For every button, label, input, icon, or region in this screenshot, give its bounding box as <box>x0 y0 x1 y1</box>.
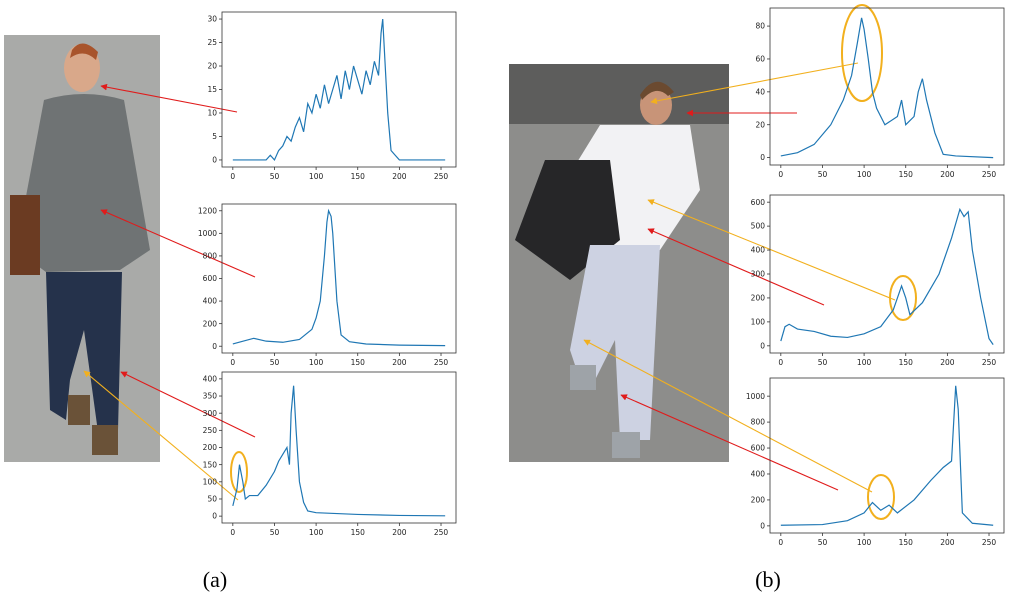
x-tick-label: 100 <box>857 358 872 367</box>
x-tick-label: 0 <box>230 358 235 367</box>
histogram-line <box>780 207 994 345</box>
y-tick-label: 200 <box>203 319 218 328</box>
y-tick-label: 10 <box>207 109 217 118</box>
photo-a <box>4 35 160 462</box>
annotations <box>83 4 917 520</box>
y-tick-label: 0 <box>760 521 765 530</box>
y-tick-label: 100 <box>203 477 218 486</box>
y-tick-label: 1200 <box>198 206 217 215</box>
x-tick-label: 150 <box>351 358 366 367</box>
y-tick-label: 0 <box>760 153 765 162</box>
x-tick-label: 0 <box>778 358 783 367</box>
histogram-line <box>232 208 446 347</box>
x-tick-label: 150 <box>351 172 366 181</box>
histogram-line <box>232 18 446 162</box>
x-tick-label: 50 <box>818 358 828 367</box>
y-tick-label: 250 <box>203 426 218 435</box>
x-tick-label: 50 <box>818 538 828 547</box>
y-tick-label: 400 <box>203 297 218 306</box>
x-tick-label: 100 <box>309 358 324 367</box>
axes-frame <box>769 7 1005 166</box>
x-tick-label: 100 <box>857 538 872 547</box>
y-tick-label: 1000 <box>198 229 217 238</box>
y-tick-label: 0 <box>760 341 765 350</box>
histogram-line <box>232 385 446 517</box>
y-tick-label: 60 <box>755 55 765 64</box>
x-tick-label: 200 <box>392 358 407 367</box>
x-tick-label: 100 <box>857 170 872 179</box>
caption: (a) <box>203 567 227 592</box>
x-tick-label: 50 <box>270 528 280 537</box>
x-tick-label: 200 <box>940 170 955 179</box>
y-tick-label: 0 <box>212 156 217 165</box>
y-tick-label: 800 <box>203 252 218 261</box>
y-tick-label: 600 <box>751 198 766 207</box>
caption: (b) <box>755 567 781 592</box>
x-tick-label: 250 <box>982 358 997 367</box>
y-tick-label: 400 <box>751 470 766 479</box>
y-tick-label: 200 <box>751 496 766 505</box>
histogram-line <box>780 385 994 526</box>
x-tick-label: 250 <box>434 172 449 181</box>
x-tick-label: 200 <box>940 538 955 547</box>
axes-frame <box>221 371 457 524</box>
y-tick-label: 1000 <box>746 392 765 401</box>
y-tick-label: 30 <box>207 15 217 24</box>
x-tick-label: 250 <box>982 170 997 179</box>
y-tick-label: 80 <box>755 22 765 31</box>
y-tick-label: 300 <box>751 270 766 279</box>
y-tick-label: 200 <box>203 443 218 452</box>
y-tick-label: 15 <box>207 85 217 94</box>
x-tick-label: 150 <box>899 358 914 367</box>
y-tick-label: 600 <box>751 444 766 453</box>
histogram-line <box>780 17 994 159</box>
x-tick-label: 50 <box>818 170 828 179</box>
y-tick-label: 200 <box>751 294 766 303</box>
x-tick-label: 200 <box>392 172 407 181</box>
x-tick-label: 0 <box>778 170 783 179</box>
x-tick-label: 0 <box>778 538 783 547</box>
y-tick-label: 100 <box>751 317 766 326</box>
y-tick-label: 300 <box>203 409 218 418</box>
y-tick-label: 20 <box>755 120 765 129</box>
y-tick-label: 0 <box>212 342 217 351</box>
y-tick-label: 50 <box>207 495 217 504</box>
x-tick-label: 250 <box>982 538 997 547</box>
x-tick-label: 200 <box>392 528 407 537</box>
y-tick-label: 800 <box>751 418 766 427</box>
x-tick-label: 250 <box>434 528 449 537</box>
x-tick-label: 200 <box>940 358 955 367</box>
x-tick-label: 100 <box>309 528 324 537</box>
y-tick-label: 350 <box>203 392 218 401</box>
y-tick-label: 400 <box>751 246 766 255</box>
x-tick-label: 0 <box>230 528 235 537</box>
x-tick-label: 0 <box>230 172 235 181</box>
y-tick-label: 40 <box>755 87 765 96</box>
y-tick-label: 400 <box>203 374 218 383</box>
x-tick-label: 150 <box>351 528 366 537</box>
axes-frame <box>221 203 457 354</box>
y-tick-label: 20 <box>207 62 217 71</box>
y-tick-label: 150 <box>203 460 218 469</box>
y-tick-label: 600 <box>203 274 218 283</box>
x-tick-label: 100 <box>309 172 324 181</box>
x-tick-label: 150 <box>899 538 914 547</box>
axes-frame <box>769 377 1005 534</box>
x-tick-label: 150 <box>899 170 914 179</box>
y-tick-label: 5 <box>212 132 217 141</box>
x-tick-label: 50 <box>270 358 280 367</box>
photo-b <box>509 64 729 462</box>
y-tick-label: 25 <box>207 38 217 47</box>
y-tick-label: 500 <box>751 222 766 231</box>
y-tick-label: 0 <box>212 512 217 521</box>
x-tick-label: 250 <box>434 358 449 367</box>
x-tick-label: 50 <box>270 172 280 181</box>
